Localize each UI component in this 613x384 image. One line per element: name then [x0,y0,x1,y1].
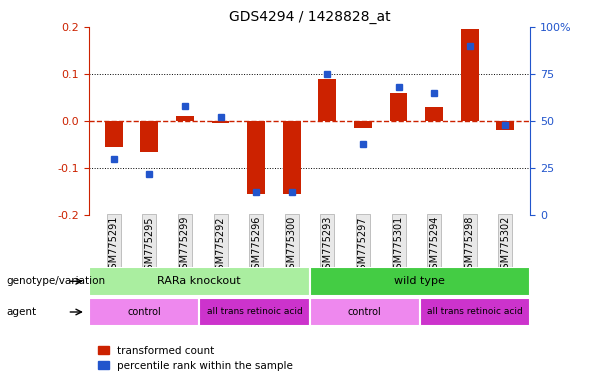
Text: GSM775293: GSM775293 [322,216,332,275]
Bar [390,93,408,121]
Text: genotype/variation: genotype/variation [6,276,105,286]
Text: GSM775297: GSM775297 [358,216,368,276]
Text: control: control [127,307,161,317]
Bar [89,298,199,326]
Bar [497,121,514,130]
Text: GSM775298: GSM775298 [465,216,474,275]
Bar [89,267,310,296]
Bar [420,298,530,326]
Bar [354,121,372,128]
Bar [310,267,530,296]
Title: GDS4294 / 1428828_at: GDS4294 / 1428828_at [229,10,390,25]
Bar [461,29,479,121]
Text: control: control [348,307,382,317]
Bar [425,107,443,121]
Bar [283,121,300,194]
Bar [140,121,158,152]
Text: all trans retinoic acid: all trans retinoic acid [427,308,523,316]
Text: GSM775296: GSM775296 [251,216,261,275]
Text: GSM775301: GSM775301 [394,216,403,275]
Text: all trans retinoic acid: all trans retinoic acid [207,308,302,316]
Text: GSM775294: GSM775294 [429,216,439,275]
Bar [199,298,310,326]
Bar [310,298,420,326]
Text: GSM775295: GSM775295 [145,216,154,276]
Bar [176,116,194,121]
Bar [319,79,337,121]
Text: agent: agent [6,307,36,317]
Text: GSM775300: GSM775300 [287,216,297,275]
Text: GSM775299: GSM775299 [180,216,190,275]
Bar [105,121,123,147]
Bar [211,121,229,123]
Text: GSM775302: GSM775302 [500,216,511,275]
Text: wild type: wild type [395,276,445,286]
Text: GSM775291: GSM775291 [109,216,119,275]
Text: RARa knockout: RARa knockout [158,276,241,286]
Bar [247,121,265,194]
Legend: transformed count, percentile rank within the sample: transformed count, percentile rank withi… [94,341,297,375]
Text: GSM775292: GSM775292 [216,216,226,276]
